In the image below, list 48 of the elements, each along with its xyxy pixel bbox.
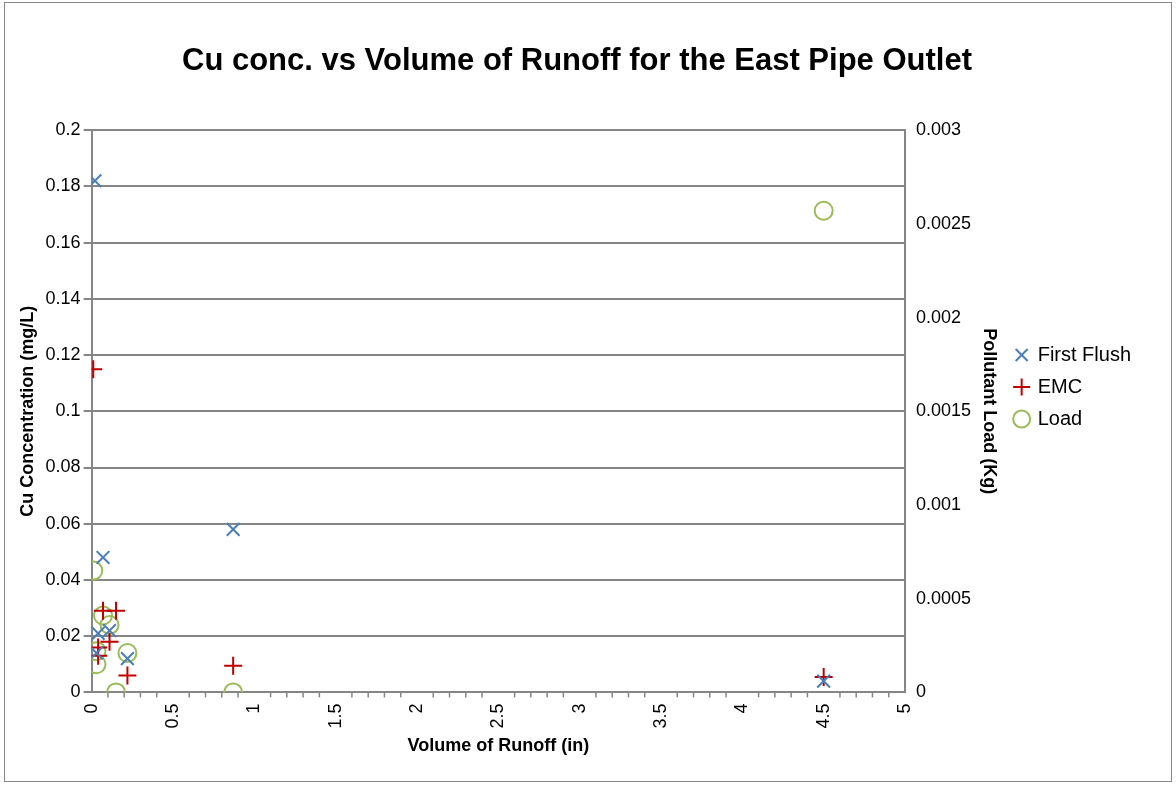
x-axis-title: Volume of Runoff (in) xyxy=(407,735,590,756)
y-tick-label: 0.08 xyxy=(45,456,81,477)
x-tick-label: 3.5 xyxy=(649,703,670,729)
point xyxy=(95,550,111,565)
x-tick-label: 3 xyxy=(568,703,589,714)
y-tick-label: 0.18 xyxy=(45,175,81,196)
point xyxy=(223,655,244,676)
point xyxy=(93,605,114,626)
x-tick-label: 5 xyxy=(893,703,914,714)
y-axis-title: Cu Concentration (mg/L) xyxy=(16,305,37,517)
y-tick-label: 0.1 xyxy=(55,400,81,421)
y-tick-label: 0.04 xyxy=(45,568,81,589)
y-tick-label: 0.16 xyxy=(45,231,81,252)
x-tick-label: 0.5 xyxy=(161,703,182,729)
x-tick-label: 2.5 xyxy=(487,703,508,729)
point xyxy=(816,673,832,689)
y-tick-label: 0.14 xyxy=(45,287,81,308)
point xyxy=(117,643,138,664)
chart-title: Cu conc. vs Volume of Runoff for the East Pipe Outlet xyxy=(182,42,972,78)
x-tick-label: 2 xyxy=(405,703,426,714)
legend-label: Load xyxy=(1037,406,1083,429)
x-tick-label: 4.5 xyxy=(812,703,833,729)
x-tick-label: 4 xyxy=(731,703,752,714)
x-tick-label: 1.5 xyxy=(324,703,345,729)
x-tick-label: 1 xyxy=(243,703,264,714)
point xyxy=(117,665,138,686)
point xyxy=(225,521,241,537)
legend-label: First Flush xyxy=(1037,342,1131,365)
y2-tick-label: 0.0015 xyxy=(916,400,972,421)
y2-tick-label: 0.0005 xyxy=(916,587,972,608)
y2-axis-title: Pollutant Load (Kg) xyxy=(979,328,1000,495)
x-tick-label: 0 xyxy=(80,703,101,714)
point xyxy=(813,666,834,687)
point xyxy=(106,600,127,621)
y-tick-label: 0.02 xyxy=(45,625,81,646)
y2-tick-label: 0.0025 xyxy=(916,212,972,233)
y-tick-label: 0.12 xyxy=(45,344,81,365)
y-tick-label: 0.06 xyxy=(45,512,81,533)
y2-tick-label: 0.001 xyxy=(916,493,962,514)
y-tick-label: 0.2 xyxy=(55,119,81,140)
y2-tick-label: 0.003 xyxy=(916,119,962,140)
point xyxy=(813,200,834,221)
point xyxy=(99,631,120,652)
point xyxy=(99,614,120,635)
point xyxy=(91,645,104,661)
legend-label: EMC xyxy=(1037,374,1083,397)
point xyxy=(91,625,106,641)
y2-tick-label: 0.002 xyxy=(916,306,962,327)
